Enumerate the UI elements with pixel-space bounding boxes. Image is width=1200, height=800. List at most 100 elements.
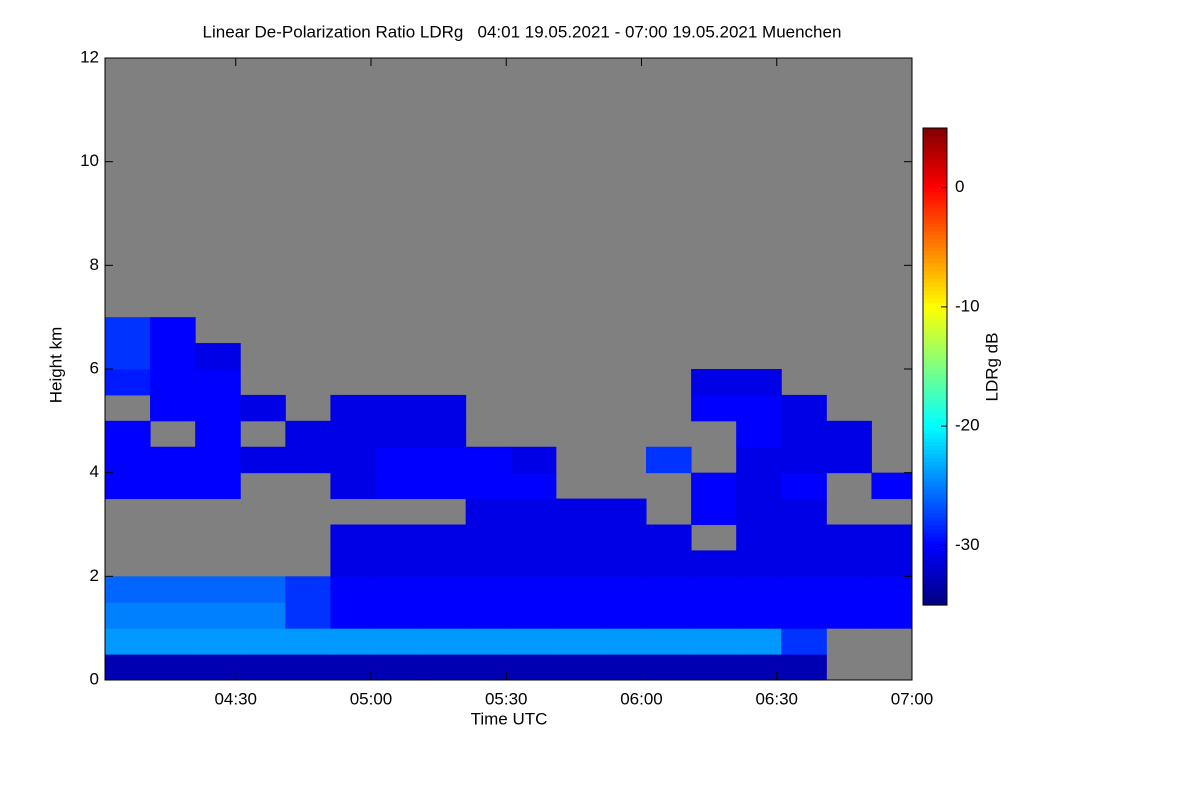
heatmap-cell <box>240 576 286 603</box>
colorbar-tick-label: 0 <box>955 177 964 196</box>
heatmap-cell <box>691 472 737 500</box>
colorbar-segment <box>923 557 947 562</box>
heatmap-cell <box>240 602 286 629</box>
colorbar-segment <box>923 251 947 256</box>
heatmap-cell <box>465 498 512 525</box>
colorbar-segment <box>923 569 947 574</box>
heatmap-cell <box>240 654 286 681</box>
colorbar-segment <box>923 330 947 336</box>
heatmap-cell <box>105 576 151 603</box>
heatmap-cell <box>555 576 602 603</box>
colorbar-segment <box>923 143 947 149</box>
heatmap-cell <box>420 394 467 422</box>
heatmap-cell <box>555 550 602 577</box>
colorbar-segment <box>923 593 947 598</box>
heatmap-cell <box>330 420 377 448</box>
colorbar-label: LDRg dB <box>982 333 1001 402</box>
heatmap-cell <box>375 420 422 448</box>
colorbar-segment <box>923 147 947 153</box>
heatmap-cell <box>736 654 782 681</box>
colorbar-segment <box>923 235 947 240</box>
colorbar-segment <box>923 390 947 395</box>
heatmap-cell <box>510 628 557 655</box>
heatmap-cell <box>330 472 377 500</box>
colorbar-segment <box>923 561 947 566</box>
heatmap-cell <box>600 628 647 655</box>
heatmap-cell <box>510 498 557 525</box>
heatmap-cell <box>871 472 913 500</box>
heatmap-cell <box>736 550 782 577</box>
heatmap-cell <box>375 394 422 422</box>
colorbar-segment <box>923 334 947 340</box>
y-axis-label: Height km <box>46 327 65 404</box>
heatmap-cell <box>330 628 377 655</box>
x-tick-label: 05:00 <box>350 689 393 708</box>
heatmap-cell <box>150 576 196 603</box>
colorbar-segment <box>923 298 947 304</box>
colorbar-segment <box>923 338 947 344</box>
colorbar-segment <box>923 155 947 161</box>
heatmap-cell <box>736 472 782 500</box>
heatmap-cell <box>195 602 241 629</box>
colorbar-segment <box>923 553 947 558</box>
heatmap-cell <box>195 446 241 474</box>
heatmap-cell <box>781 472 827 500</box>
heatmap-cell <box>150 628 196 655</box>
colorbar-segment <box>923 589 947 594</box>
colorbar-segment <box>923 267 947 272</box>
heatmap-cell <box>465 602 512 629</box>
colorbar-segment <box>923 414 947 419</box>
colorbar-segment <box>923 279 947 284</box>
y-tick-label: 2 <box>90 566 99 585</box>
colorbar-segment <box>923 442 947 447</box>
colorbar-segment <box>923 481 947 487</box>
heatmap-cell <box>736 369 782 396</box>
colorbar-segment <box>923 195 947 201</box>
heatmap-cell <box>465 550 512 577</box>
heatmap-cell <box>510 602 557 629</box>
colorbar-segment <box>923 378 947 383</box>
heatmap-cell <box>871 602 913 629</box>
colorbar-segment <box>923 358 947 364</box>
heatmap-cell <box>510 654 557 681</box>
heatmap-cell <box>150 317 196 344</box>
colorbar-segment <box>923 453 947 459</box>
heatmap-cell <box>195 654 241 681</box>
colorbar-segment <box>923 565 947 570</box>
heatmap-cell <box>691 550 737 577</box>
colorbar-segment <box>923 259 947 264</box>
heatmap-cell <box>510 524 557 551</box>
heatmap-cell <box>150 472 196 500</box>
colorbar-segment <box>923 573 947 578</box>
colorbar-segment <box>923 211 947 217</box>
heatmap-cell <box>150 446 196 474</box>
colorbar-segment <box>923 434 947 439</box>
heatmap-cell <box>465 654 512 681</box>
heatmap-cell <box>420 472 467 500</box>
colorbar-segment <box>923 191 947 197</box>
heatmap-cell <box>555 498 602 525</box>
colorbar-segment <box>923 505 947 511</box>
heatmap-cell <box>646 446 692 474</box>
colorbar-segment <box>923 346 947 352</box>
colorbar-segment <box>923 159 947 165</box>
heatmap-cell <box>375 576 422 603</box>
heatmap-cell <box>375 472 422 500</box>
heatmap-cell <box>375 602 422 629</box>
colorbar-segment <box>923 139 947 145</box>
colorbar-segment <box>923 175 947 181</box>
heatmap-cell <box>420 602 467 629</box>
heatmap-cell <box>781 524 827 551</box>
colorbar-tick-label: -10 <box>955 296 980 315</box>
heatmap-cell <box>781 628 827 655</box>
heatmap-cell <box>600 550 647 577</box>
heatmap-cell <box>420 420 467 448</box>
colorbar-frame <box>922 127 948 606</box>
y-tick-label: 10 <box>80 151 99 170</box>
heatmap-cell <box>240 394 286 422</box>
colorbar-segment <box>923 362 947 368</box>
colorbar-segment <box>923 354 947 360</box>
heatmap-cell <box>330 550 377 577</box>
colorbar-segment <box>923 135 947 141</box>
heatmap-cell <box>781 654 827 681</box>
